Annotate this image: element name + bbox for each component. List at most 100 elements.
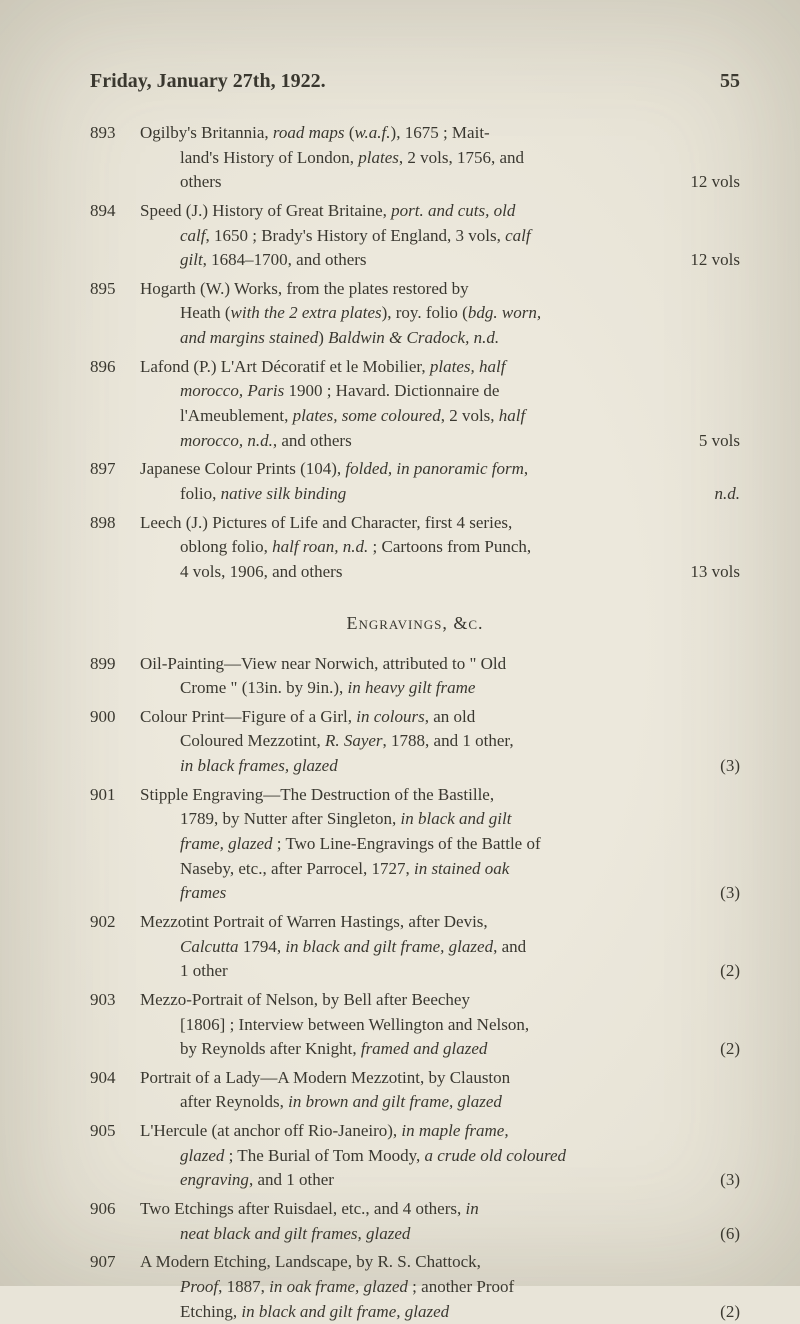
entry-line: Oil-Painting—View near Norwich, attribut…	[140, 652, 740, 677]
italic-text: a crude old coloured	[425, 1146, 566, 1165]
italic-text: in black and gilt	[401, 809, 512, 828]
text: Mezzotint Portrait of Warren Hastings, a…	[140, 912, 488, 931]
text: , 2 vols,	[441, 406, 499, 425]
italic-text: plates, some coloured	[293, 406, 441, 425]
italic-text: morocco, Paris	[180, 381, 284, 400]
entry-line: oblong folio, half roan, n.d. ; Cartoons…	[140, 535, 740, 560]
entry-number: 906	[90, 1197, 140, 1246]
italic-text: in black and gilt frame, glazed	[285, 937, 493, 956]
text: ; another Proof	[408, 1277, 514, 1296]
entry-body: Oil-Painting—View near Norwich, attribut…	[140, 652, 740, 701]
text: Mezzo-Portrait of Nelson, by Bell after …	[140, 990, 470, 1009]
entry-number: 899	[90, 652, 140, 701]
entry-line: Coloured Mezzotint, R. Sayer, 1788, and …	[140, 729, 740, 754]
text: , 2 vols, 1756, and	[399, 148, 524, 167]
entry-body: Colour Print—Figure of a Girl, in colour…	[140, 705, 740, 779]
entry-line: (6)neat black and gilt frames, glazed	[140, 1222, 740, 1247]
entry-line: Portrait of a Lady—A Modern Mezzotint, b…	[140, 1066, 740, 1091]
entry-line: glazed ; The Burial of Tom Moody, a crud…	[140, 1144, 740, 1169]
text: , an old	[425, 707, 476, 726]
catalogue-entry: 898Leech (J.) Pictures of Life and Chara…	[90, 511, 740, 585]
text: Stipple Engraving—The Destruction of the…	[140, 785, 494, 804]
italic-text: half	[499, 406, 525, 425]
text: 1794,	[239, 937, 286, 956]
text: Hogarth (W.) Works, from the plates rest…	[140, 279, 469, 298]
entry-line: (2)Etching, in black and gilt frame, gla…	[140, 1300, 740, 1324]
entry-right-value: (3)	[720, 881, 740, 906]
text: , 1788, and 1 other,	[383, 731, 514, 750]
entry-line: (2)1 other	[140, 959, 740, 984]
italic-text: native silk binding	[221, 484, 347, 503]
italic-text: in brown and gilt frame, glazed	[288, 1092, 502, 1111]
text: Leech (J.) Pictures of Life and Characte…	[140, 513, 512, 532]
catalogue-entry: 899Oil-Painting—View near Norwich, attri…	[90, 652, 740, 701]
text: Coloured Mezzotint,	[180, 731, 325, 750]
entry-line: Mezzotint Portrait of Warren Hastings, a…	[140, 910, 740, 935]
entry-body: Japanese Colour Prints (104), folded, in…	[140, 457, 740, 506]
text: ,	[524, 459, 528, 478]
italic-text: in colours	[356, 707, 424, 726]
entry-line: calf, 1650 ; Brady's History of England,…	[140, 224, 740, 249]
italic-text: R. Sayer	[325, 731, 383, 750]
italic-text: in heavy gilt frame	[347, 678, 475, 697]
catalogue-entry: 907A Modern Etching, Landscape, by R. S.…	[90, 1250, 740, 1324]
entry-line: after Reynolds, in brown and gilt frame,…	[140, 1090, 740, 1115]
text: Lafond (P.) L'Art Décoratif et le Mobili…	[140, 357, 430, 376]
italic-text: calf	[505, 226, 531, 245]
text: Heath (	[180, 303, 231, 322]
entry-number: 903	[90, 988, 140, 1062]
entry-body: Speed (J.) History of Great Britaine, po…	[140, 199, 740, 273]
text: 1 other	[180, 961, 228, 980]
italic-text: plates	[358, 148, 399, 167]
catalogue-entry: 897Japanese Colour Prints (104), folded,…	[90, 457, 740, 506]
italic-text: in	[466, 1199, 479, 1218]
text: Japanese Colour Prints (104),	[140, 459, 345, 478]
italic-text: half roan, n.d.	[272, 537, 368, 556]
text: 1900 ; Havard. Dictionnaire de	[284, 381, 499, 400]
text: , 1684–1700, and others	[203, 250, 367, 269]
italic-text: framed and glazed	[361, 1039, 488, 1058]
entry-body: Mezzo-Portrait of Nelson, by Bell after …	[140, 988, 740, 1062]
entry-body: Ogilby's Britannia, road maps (w.a.f.), …	[140, 121, 740, 195]
catalogue-entry: 902Mezzotint Portrait of Warren Hastings…	[90, 910, 740, 984]
entry-number: 907	[90, 1250, 140, 1324]
text: ; Two Line-Engravings of the Battle of	[273, 834, 541, 853]
entry-line: land's History of London, plates, 2 vols…	[140, 146, 740, 171]
entry-body: Portrait of a Lady—A Modern Mezzotint, b…	[140, 1066, 740, 1115]
catalogue-entry: 904Portrait of a Lady—A Modern Mezzotint…	[90, 1066, 740, 1115]
entry-line: Lafond (P.) L'Art Décoratif et le Mobili…	[140, 355, 740, 380]
italic-text: in stained oak	[414, 859, 509, 878]
text: ; The Burial of Tom Moody,	[224, 1146, 424, 1165]
italic-text: w.a.f.	[354, 123, 390, 142]
catalogue-entry: 905L'Hercule (at anchor off Rio-Janeiro)…	[90, 1119, 740, 1193]
italic-text: morocco, n.d.	[180, 431, 273, 450]
entry-right-value: 12 vols	[690, 170, 740, 195]
entry-right-value: n.d.	[715, 482, 741, 507]
italic-text: calf	[180, 226, 206, 245]
entry-line: Speed (J.) History of Great Britaine, po…	[140, 199, 740, 224]
entry-line: frame, glazed ; Two Line-Engravings of t…	[140, 832, 740, 857]
text: Etching,	[180, 1302, 241, 1321]
text: oblong folio,	[180, 537, 272, 556]
italic-text: in maple frame,	[401, 1121, 508, 1140]
entry-right-value: (3)	[720, 754, 740, 779]
entry-right-value: 12 vols	[690, 248, 740, 273]
text: ), 1675 ; Mait-	[391, 123, 490, 142]
catalogue-entry: 895Hogarth (W.) Works, from the plates r…	[90, 277, 740, 351]
entry-line: (2)by Reynolds after Knight, framed and …	[140, 1037, 740, 1062]
entry-right-value: 5 vols	[699, 429, 740, 454]
entry-number: 893	[90, 121, 140, 195]
entry-line: (3)engraving, and 1 other	[140, 1168, 740, 1193]
entry-body: L'Hercule (at anchor off Rio-Janeiro), i…	[140, 1119, 740, 1193]
italic-text: in black and gilt frame, glazed	[241, 1302, 449, 1321]
text: ), roy. folio (	[382, 303, 468, 322]
entry-line: morocco, Paris 1900 ; Havard. Dictionnai…	[140, 379, 740, 404]
page-number: 55	[720, 70, 740, 93]
entry-line: l'Ameublement, plates, some coloured, 2 …	[140, 404, 740, 429]
italic-text: frame, glazed	[180, 834, 273, 853]
entry-line: Naseby, etc., after Parrocel, 1727, in s…	[140, 857, 740, 882]
text: folio,	[180, 484, 221, 503]
entry-right-value: (3)	[720, 1168, 740, 1193]
entry-line: [1806] ; Interview between Wellington an…	[140, 1013, 740, 1038]
text: ; Cartoons from Punch,	[368, 537, 531, 556]
